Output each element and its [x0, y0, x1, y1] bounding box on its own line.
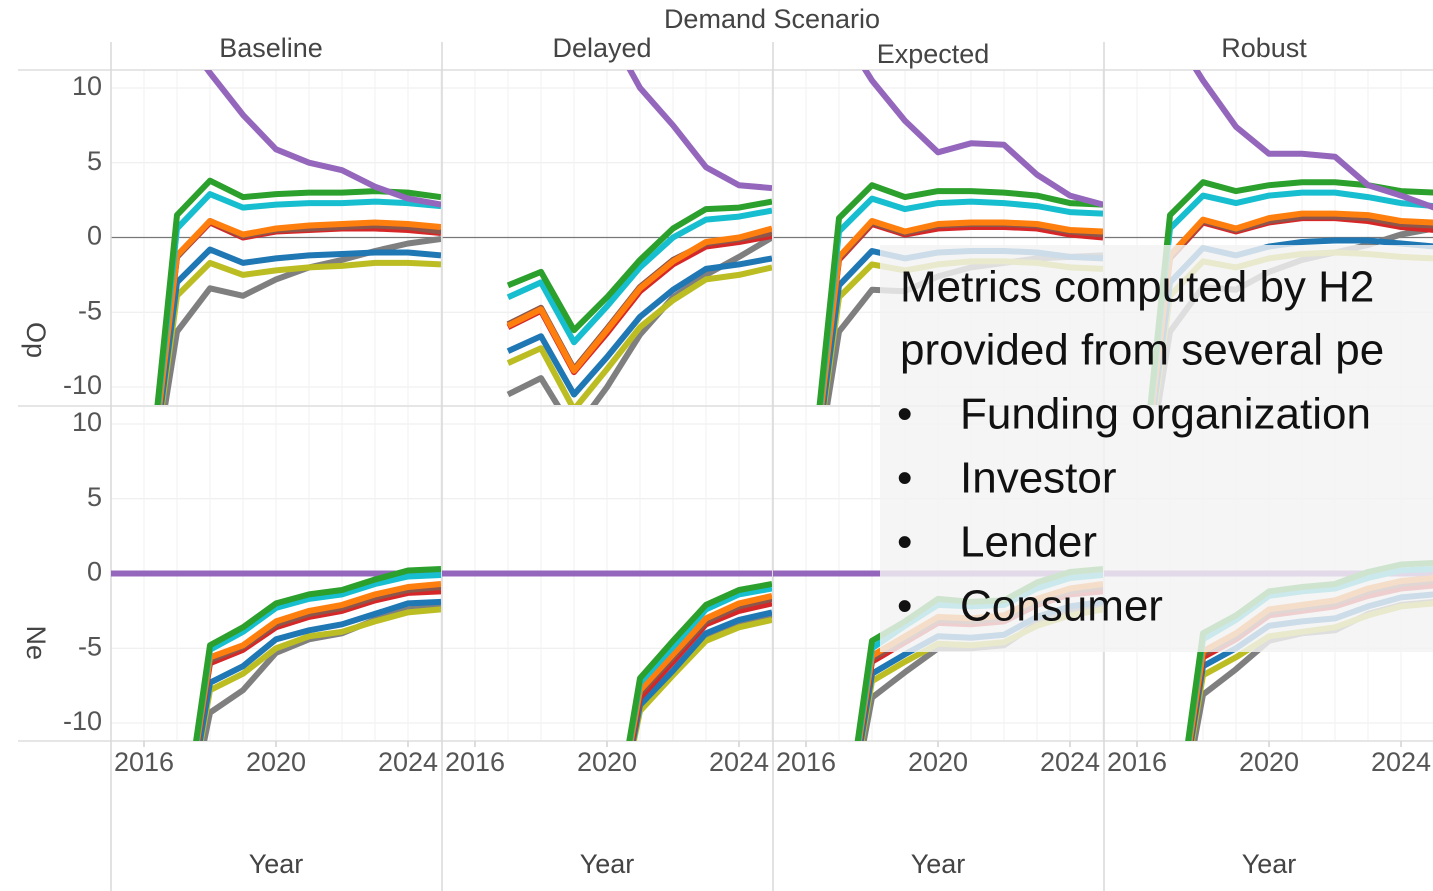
y-tick-label: 0 — [87, 557, 102, 587]
x-axis-label: Year — [1242, 849, 1297, 879]
bullet-dot: • — [897, 518, 912, 567]
series-line — [193, 566, 441, 741]
x-tick-label: 2016 — [445, 747, 505, 777]
overlay-text: provided from several pe — [900, 326, 1384, 375]
series-line — [629, 609, 772, 741]
series-line — [506, 207, 772, 346]
series-line — [159, 259, 441, 405]
series-line — [194, 581, 441, 741]
series-line — [204, 70, 441, 208]
x-tick-label: 2016 — [776, 747, 836, 777]
series-line — [506, 225, 772, 374]
series-line — [816, 182, 1103, 405]
series-line — [1148, 189, 1433, 405]
column-header: Baseline — [219, 33, 323, 63]
series-line — [156, 218, 441, 405]
x-tick-label: 2016 — [1107, 747, 1167, 777]
series-line — [154, 177, 441, 405]
overlay-bullet: Consumer — [960, 582, 1163, 631]
overlay-bullet: Lender — [960, 518, 1097, 567]
y-tick-label: -10 — [63, 370, 102, 400]
y-tick-label: 5 — [87, 146, 102, 176]
x-tick-label: 2020 — [577, 747, 637, 777]
series-line — [626, 70, 772, 192]
overlay-bullet: Investor — [960, 454, 1117, 503]
panel — [506, 70, 772, 405]
x-axis-label: Year — [911, 849, 966, 879]
bullet-dot: • — [897, 582, 912, 631]
y-tick-label: 0 — [87, 221, 102, 251]
series-line — [818, 218, 1103, 405]
row-label: Ne — [21, 625, 51, 660]
x-tick-label: 2020 — [908, 747, 968, 777]
series-line — [506, 255, 772, 398]
x-tick-label: 2020 — [246, 747, 306, 777]
series-line — [506, 264, 772, 405]
series-line — [1149, 210, 1433, 405]
y-tick-label: 5 — [87, 482, 102, 512]
row-label: Op — [21, 322, 51, 358]
series-line — [626, 581, 772, 741]
y-tick-label: 10 — [72, 407, 102, 437]
series-line — [158, 246, 441, 405]
bullet-dot: • — [897, 454, 912, 503]
series-line — [162, 236, 441, 405]
series-line — [196, 598, 441, 741]
series-line — [193, 572, 441, 741]
series-line — [817, 195, 1103, 405]
x-axis-label: Year — [580, 849, 635, 879]
x-tick-label: 2024 — [378, 747, 438, 777]
series-line — [861, 70, 1103, 208]
x-axis-label: Year — [249, 849, 304, 879]
x-tick-label: 2024 — [709, 747, 769, 777]
chart-title: Demand Scenario — [664, 4, 880, 34]
y-tick-label: -5 — [78, 631, 102, 661]
panel — [111, 566, 441, 741]
series-line — [1192, 70, 1433, 211]
overlay-text: Metrics computed by H2 — [900, 263, 1374, 312]
bullet-dot: • — [897, 390, 912, 439]
x-tick-label: 2024 — [1040, 747, 1100, 777]
x-tick-label: 2024 — [1371, 747, 1431, 777]
panel — [442, 570, 772, 741]
column-header: Robust — [1221, 33, 1307, 63]
overlay-box — [880, 245, 1433, 652]
y-tick-label: 10 — [72, 71, 102, 101]
y-tick-label: -5 — [78, 295, 102, 325]
series-line — [155, 191, 441, 405]
x-tick-label: 2016 — [114, 747, 174, 777]
series-line — [506, 198, 772, 334]
column-header: Expected — [877, 39, 990, 69]
x-tick-label: 2020 — [1239, 747, 1299, 777]
series-line — [197, 606, 441, 741]
overlay-bullet: Funding organization — [960, 390, 1371, 439]
column-header: Delayed — [552, 33, 651, 63]
panel — [154, 70, 441, 405]
y-tick-label: -10 — [63, 706, 102, 736]
